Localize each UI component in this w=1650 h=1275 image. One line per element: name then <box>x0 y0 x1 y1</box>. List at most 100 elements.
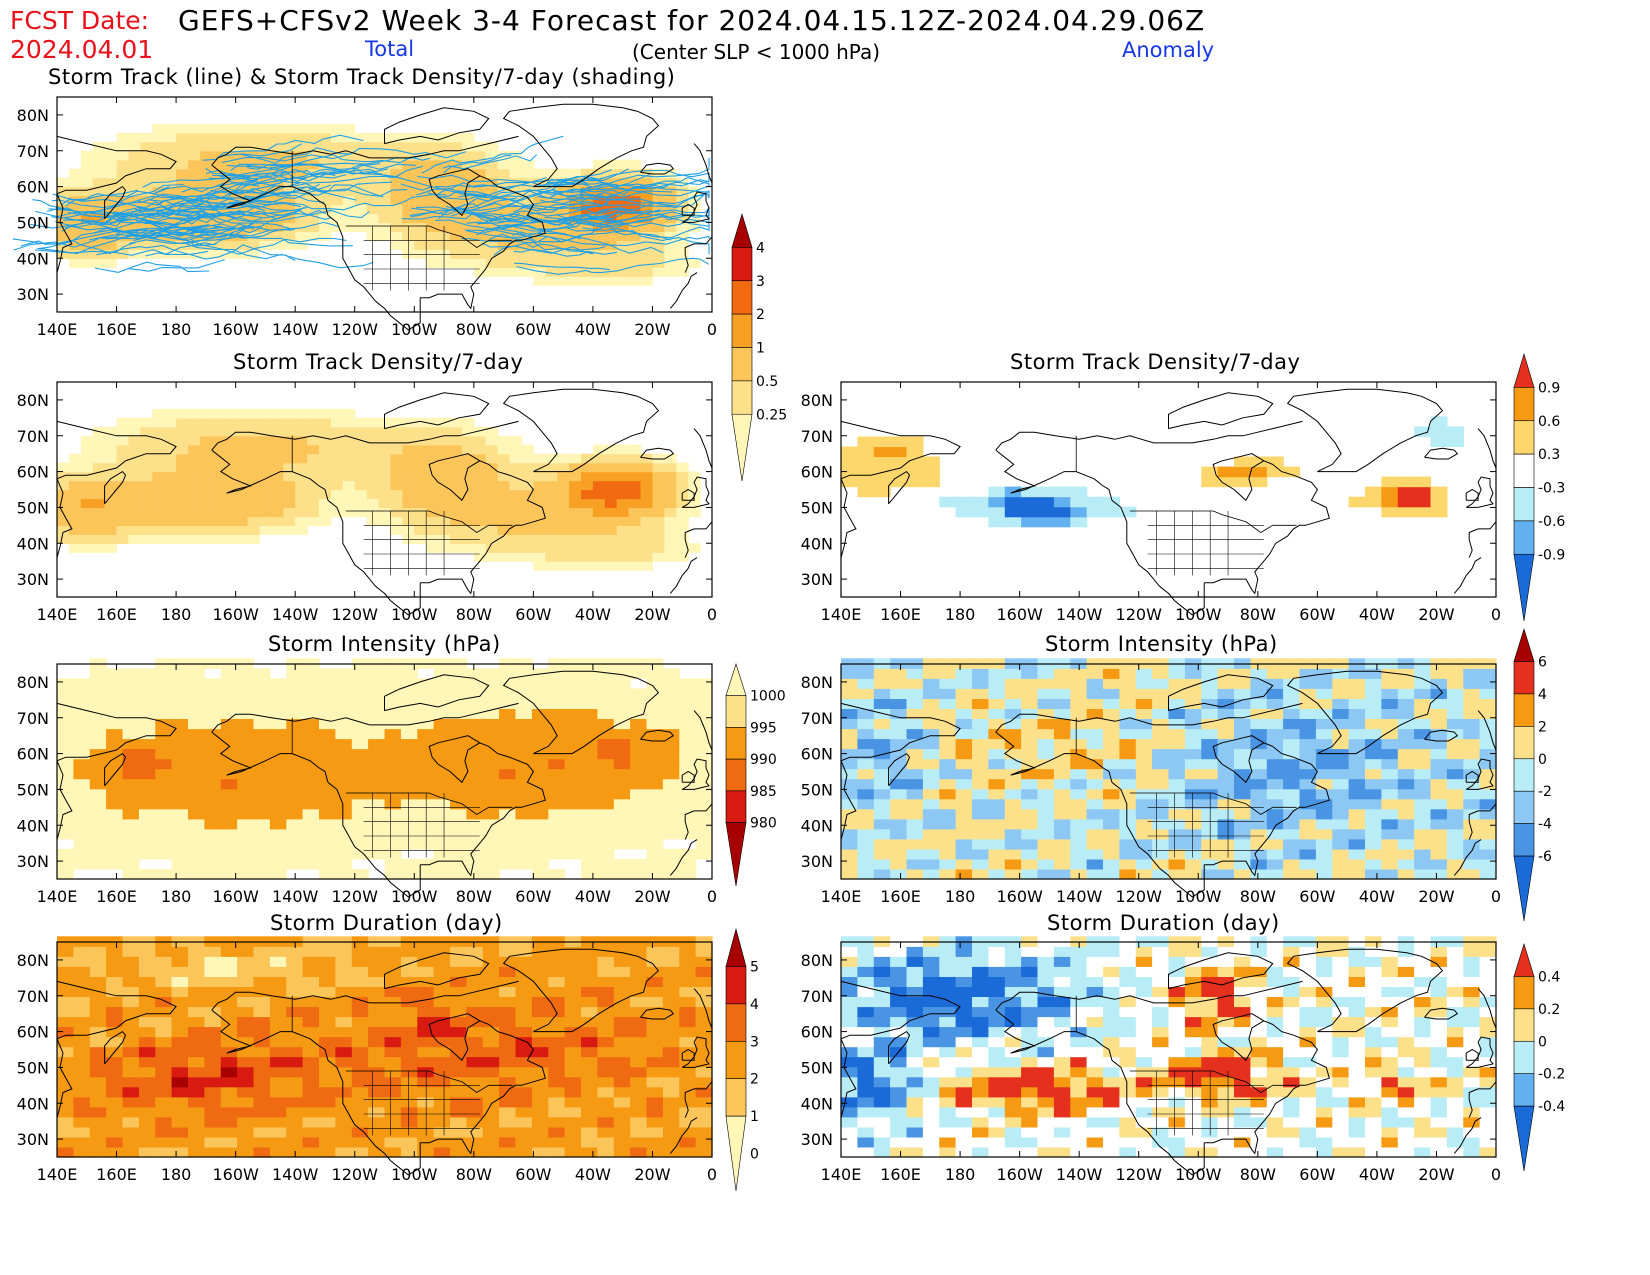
colorbar-segment <box>725 695 747 728</box>
lon-tick-label: 140W <box>272 605 319 624</box>
lon-tick-label: 100W <box>1175 1165 1222 1184</box>
lat-tick-label: 40N <box>801 534 833 553</box>
lon-tick-label: 160E <box>880 887 921 906</box>
colorbar-segment <box>731 313 753 348</box>
shading-field <box>57 658 713 880</box>
page-title: GEFS+CFSv2 Week 3-4 Forecast for 2024.04… <box>178 4 1206 37</box>
colorbar-segment <box>731 347 753 382</box>
lon-tick-label: 0 <box>707 1165 717 1184</box>
subtitle: (Center SLP < 1000 hPa) <box>632 40 880 64</box>
lon-tick-label: 100W <box>1175 605 1222 624</box>
lon-tick-label: 160W <box>996 1165 1043 1184</box>
colorbar-segment <box>1513 693 1535 727</box>
map-density-anomaly: 80N 70N 60N 50N 40N 30N 140E 160E 180 160W 140W 120… <box>801 381 1501 624</box>
axes: 80N 70N 60N 50N 40N 30N 140E 160E 180 160W 140W 120… <box>17 664 717 906</box>
colorbar-label: 3 <box>756 274 765 290</box>
colorbar-segment <box>1513 1008 1535 1042</box>
colorbar-arrow-top <box>1513 627 1535 662</box>
colorbar-label: -4 <box>1538 817 1552 833</box>
lat-tick-label: 40N <box>17 1094 49 1113</box>
lat-tick-label: 30N <box>801 570 833 589</box>
lat-tick-label: 50N <box>17 213 49 232</box>
lon-tick-label: 100W <box>391 887 438 906</box>
colorbar-label: 0.2 <box>1538 1002 1560 1018</box>
lat-tick-label: 60N <box>17 178 49 197</box>
lon-tick-label: 80W <box>456 1165 492 1184</box>
map-density-total: 80N 70N 60N 50N 40N 30N 140E 160E 180 160W 140W 120… <box>17 381 717 624</box>
lon-tick-label: 60W <box>515 887 551 906</box>
colorbar-arrow-bottom <box>725 822 747 887</box>
lat-tick-label: 40N <box>801 816 833 835</box>
lon-tick-label: 40W <box>575 320 611 339</box>
lat-tick-label: 30N <box>801 1130 833 1149</box>
lon-tick-label: 80W <box>1240 605 1276 624</box>
lon-tick-label: 0 <box>707 605 717 624</box>
lat-tick-label: 30N <box>17 570 49 589</box>
lat-tick-label: 40N <box>801 1094 833 1113</box>
lat-tick-label: 60N <box>17 463 49 482</box>
colorbar-arrow-bottom <box>1513 855 1535 922</box>
lat-tick-label: 70N <box>17 142 49 161</box>
shading-field <box>841 658 1497 880</box>
lon-tick-label: 100W <box>391 1165 438 1184</box>
colorbar-segment <box>1513 453 1535 488</box>
lon-tick-label: 140E <box>821 605 862 624</box>
colorbar-segment <box>1513 420 1535 455</box>
colorbar-label: 3 <box>750 1034 759 1050</box>
colorbar-label: -6 <box>1538 849 1552 865</box>
lon-tick-label: 140W <box>272 887 319 906</box>
colorbar-segment <box>1513 487 1535 522</box>
lat-tick-label: 70N <box>801 709 833 728</box>
lon-tick-label: 80W <box>1240 1165 1276 1184</box>
lon-tick-label: 160E <box>880 1165 921 1184</box>
panel-title-intensity-anom: Storm Intensity (hPa) <box>1045 632 1278 656</box>
colorbar-segment <box>1513 976 1535 1010</box>
political-borders <box>291 435 513 576</box>
colorbar-label: 2 <box>750 1072 759 1088</box>
colorbar-label: 0.4 <box>1538 969 1560 985</box>
lon-tick-label: 140E <box>821 1165 862 1184</box>
colorbar-segment <box>1513 726 1535 760</box>
lon-tick-label: 0 <box>1491 887 1501 906</box>
colorbar-segment <box>731 247 753 282</box>
colorbar-label: 985 <box>750 784 777 800</box>
colorbar-segment <box>725 1078 747 1117</box>
lon-tick-label: 160W <box>212 887 259 906</box>
lat-tick-label: 60N <box>801 463 833 482</box>
colorbar-intensity-total: 1000 995 990 985 980 <box>725 663 786 887</box>
colorbar-segment <box>725 1040 747 1080</box>
colorbar-segment <box>725 966 747 1005</box>
lat-tick-label: 80N <box>17 673 49 692</box>
colorbar-label: 1 <box>756 341 765 357</box>
lat-tick-label: 30N <box>801 852 833 871</box>
map-intensity-total: 80N 70N 60N 50N 40N 30N 140E 160E 180 160W 140W 120… <box>17 658 717 906</box>
lon-tick-label: 120W <box>1116 887 1163 906</box>
colorbar-segment <box>731 380 753 415</box>
shading-field <box>841 416 1464 528</box>
axes: 80N 70N 60N 50N 40N 30N 140E 160E 180 160W 140W 120… <box>17 97 717 339</box>
lon-tick-label: 40W <box>575 1165 611 1184</box>
axes: 80N 70N 60N 50N 40N 30N 140E 160E 180 160W 140W 120… <box>17 942 717 1184</box>
colorbar-arrow-top <box>731 212 753 248</box>
lon-tick-label: 40W <box>1359 1165 1395 1184</box>
colorbar-segment <box>1513 1073 1535 1107</box>
lon-tick-label: 40W <box>1359 887 1395 906</box>
colorbar-segment <box>1513 823 1535 857</box>
lon-tick-label: 60W <box>1299 1165 1335 1184</box>
colorbar-segment <box>1513 790 1535 824</box>
lon-tick-label: 120W <box>332 1165 379 1184</box>
lon-tick-label: 160E <box>96 320 137 339</box>
lat-tick-label: 50N <box>17 1058 49 1077</box>
colorbar-arrow-top <box>725 663 747 697</box>
colorbar-segment <box>725 1003 747 1042</box>
lon-tick-label: 60W <box>1299 605 1335 624</box>
lon-tick-label: 20W <box>1418 605 1454 624</box>
colorbar-segment <box>725 790 747 823</box>
colorbar-duration-anomaly: 0.4 0.2 0 -0.2 -0.4 <box>1513 942 1565 1172</box>
lon-tick-label: 60W <box>515 605 551 624</box>
lat-tick-label: 40N <box>17 816 49 835</box>
coastlines <box>56 388 713 616</box>
lon-tick-label: 140E <box>37 887 78 906</box>
lon-tick-label: 60W <box>515 1165 551 1184</box>
lon-tick-label: 140E <box>821 887 862 906</box>
